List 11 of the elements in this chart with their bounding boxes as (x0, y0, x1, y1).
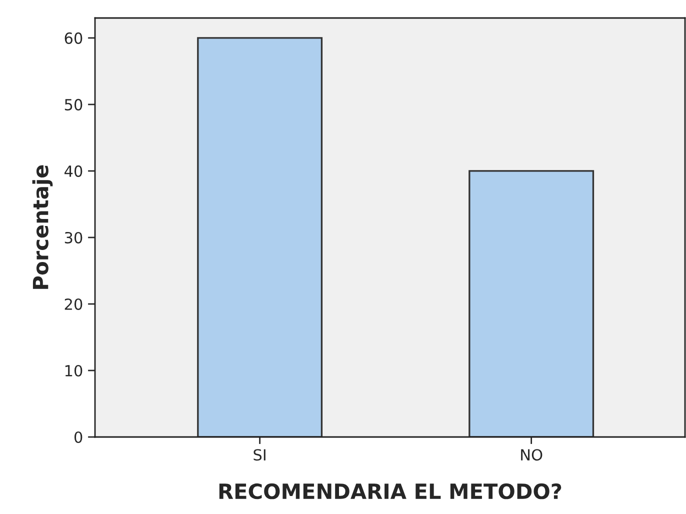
y-tick-label: 60 (64, 32, 82, 44)
x-axis-title: RECOMENDARIA EL METODO? (219, 483, 562, 500)
y-axis-title: Porcentaje (32, 165, 53, 289)
x-tick-label: NO (521, 449, 542, 461)
y-tick-label: 20 (64, 298, 82, 310)
y-tick-label: 10 (65, 364, 82, 377)
y-tick-label: 40 (64, 165, 82, 177)
y-tick-label: 30 (64, 232, 82, 244)
y-tick-label: 50 (64, 98, 82, 110)
y-tick-label: 0 (74, 431, 82, 444)
x-tick-label: SI (254, 449, 266, 461)
